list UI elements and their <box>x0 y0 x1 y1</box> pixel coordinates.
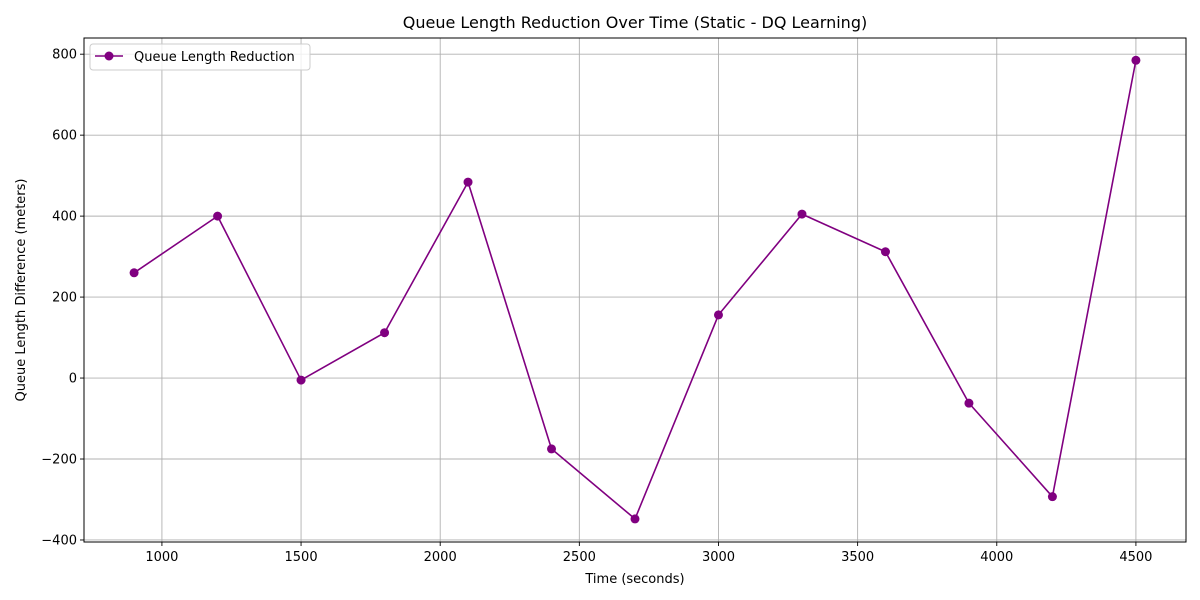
legend-box <box>89 43 311 71</box>
data-point <box>880 247 890 257</box>
y-tick-label: 600 <box>52 129 77 144</box>
x-axis: 1000 1500 2000 2500 3000 3500 4000 4500 <box>145 542 1152 565</box>
x-tick-label: 4500 <box>1119 550 1152 565</box>
y-axis-label: Queue Length Difference (meters) <box>14 179 29 402</box>
series-line <box>133 60 1137 520</box>
x-tick-label: 4000 <box>980 550 1013 565</box>
legend: Queue Length Reduction <box>89 43 311 71</box>
legend-marker-swatch <box>104 51 114 61</box>
data-point <box>129 268 139 278</box>
x-tick-label: 3500 <box>841 550 874 565</box>
y-axis: −400 −200 0 200 400 600 800 <box>41 48 84 548</box>
x-tick-label: 1000 <box>145 550 178 565</box>
data-point <box>1047 492 1057 502</box>
x-tick-label: 3000 <box>702 550 735 565</box>
legend-entry: Queue Length Reduction <box>134 50 295 65</box>
data-point <box>547 444 557 454</box>
y-tick-label: 200 <box>52 291 77 306</box>
data-point <box>630 514 640 524</box>
chart-title: Queue Length Reduction Over Time (Static… <box>403 13 867 32</box>
x-axis-label: Time (seconds) <box>584 572 684 587</box>
y-tick-label: −400 <box>41 533 77 548</box>
data-point <box>797 209 807 219</box>
plot-area <box>83 37 1187 543</box>
series-layer <box>129 55 1141 524</box>
y-tick-label: 400 <box>52 210 77 225</box>
x-tick-label: 1500 <box>285 550 318 565</box>
data-point <box>713 310 723 320</box>
data-point <box>964 398 974 408</box>
data-point <box>1131 55 1141 65</box>
x-tick-label: 2000 <box>424 550 457 565</box>
y-tick-label: 800 <box>52 48 77 63</box>
grid <box>84 38 1186 542</box>
data-point <box>213 211 223 221</box>
x-tick-label: 2500 <box>563 550 596 565</box>
data-point <box>296 375 306 385</box>
y-tick-label: 0 <box>69 372 77 387</box>
y-tick-label: −200 <box>41 453 77 468</box>
data-point <box>380 328 390 338</box>
data-point <box>463 177 473 187</box>
